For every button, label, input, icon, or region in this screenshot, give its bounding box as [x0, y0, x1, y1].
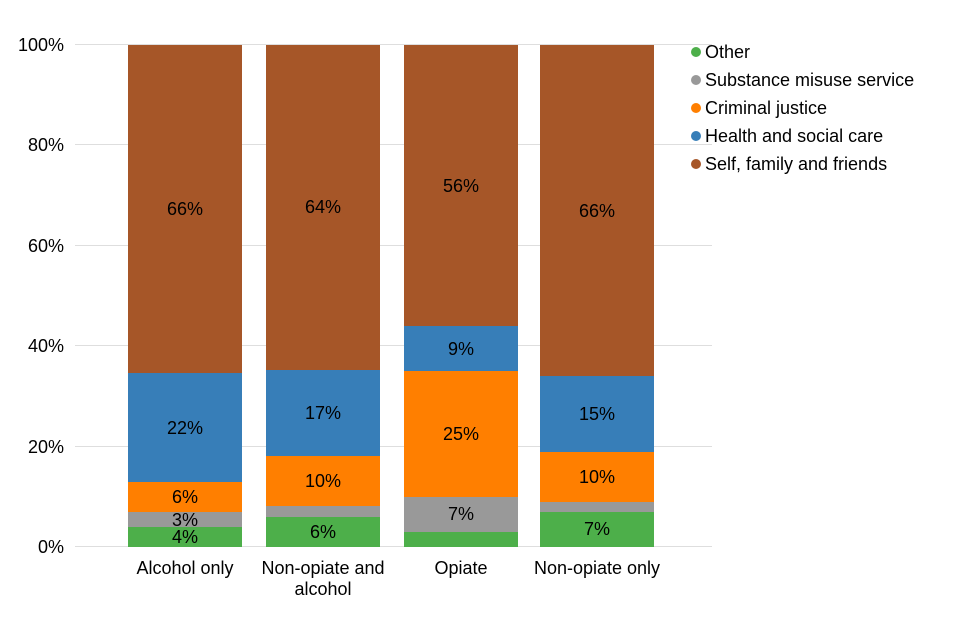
data-label: 7% — [583, 519, 610, 540]
x-axis-label: Alcohol only — [136, 558, 234, 578]
data-label: 6% — [309, 521, 336, 542]
bar-segment: 9% — [404, 326, 518, 372]
bar-segment: 7% — [404, 496, 518, 532]
data-label: 7% — [447, 504, 474, 525]
legend-dot-icon — [691, 103, 701, 113]
y-tick-label: 20% — [27, 436, 64, 457]
bar-segment: 7% — [540, 511, 654, 547]
legend: Other Substance misuse service Criminal ju… — [691, 38, 914, 178]
data-label: 9% — [447, 338, 474, 359]
data-label: 17% — [304, 402, 342, 423]
data-label: 4% — [171, 527, 198, 548]
y-tick-label: 100% — [17, 35, 64, 55]
gridline-20 — [75, 445, 712, 447]
legend-label: Criminal justice — [705, 98, 828, 118]
bar-segment: 56% — [404, 45, 518, 327]
data-label: 10% — [304, 471, 342, 492]
x-axis-label: Non-opiate and alcohol — [261, 558, 385, 599]
data-label: 25% — [442, 424, 480, 445]
y-tick-label: 40% — [27, 336, 64, 357]
gridline-80 — [75, 144, 712, 146]
bar-segment — [404, 531, 518, 547]
x-axis-label: Opiate — [434, 558, 488, 578]
y-axis: 0% 20% 40% 60% 80% 100% — [0, 36, 64, 556]
y-tick-label: 60% — [27, 235, 64, 256]
bar: 7% 10% 15% 66% — [540, 45, 654, 547]
data-label: 66% — [578, 200, 616, 221]
data-label: 15% — [578, 404, 616, 424]
legend-label: Self, family and friends — [705, 154, 888, 174]
bar-segment: 10% — [266, 455, 380, 507]
legend-dot-icon — [691, 131, 701, 141]
gridline-0 — [75, 546, 712, 547]
data-label: 22% — [166, 417, 204, 438]
gridline-100 — [75, 44, 712, 45]
bar: 6% 10% 17% 64% — [266, 45, 380, 547]
bar-segment — [540, 501, 654, 512]
bar-segment: 66% — [128, 45, 242, 374]
y-tick-label: 0% — [37, 537, 64, 557]
bar-segment: 15% — [540, 376, 654, 452]
legend-item: Criminal justice — [691, 94, 914, 122]
data-label: 56% — [442, 175, 480, 196]
gridline-60 — [75, 244, 712, 246]
legend-dot-icon — [691, 75, 701, 85]
bar-segment: 64% — [266, 45, 380, 370]
bar-segment: 25% — [404, 371, 518, 497]
legend-item: Health and social care — [691, 122, 914, 150]
legend-item: Substance misuse service — [691, 66, 914, 94]
bar: 4% 3% 6% 22% 66% — [128, 45, 242, 547]
data-label: 6% — [171, 487, 198, 508]
legend-item: Other — [691, 38, 914, 66]
bar-segment: 3% — [128, 509, 242, 530]
bar-segment — [266, 506, 380, 517]
data-label: 3% — [171, 509, 198, 530]
x-axis-label: Non-opiate only — [533, 558, 661, 578]
y-tick-label: 80% — [27, 135, 64, 156]
bar-segment: 6% — [266, 516, 380, 547]
legend-dot-icon — [691, 159, 701, 169]
legend-label: Other — [705, 42, 751, 62]
bar-segment: 17% — [266, 369, 380, 456]
legend-dot-icon — [691, 47, 701, 57]
legend-item: Self, family and friends — [691, 150, 914, 178]
bar: 7% 25% 9% 56% — [404, 45, 518, 547]
bar-segment: 4% — [128, 527, 242, 547]
bar-segment: 10% — [540, 451, 654, 502]
bar-segment: 6% — [128, 482, 242, 513]
data-label: 66% — [166, 199, 204, 220]
data-label: 10% — [578, 466, 616, 487]
gridline-40 — [75, 345, 712, 347]
bar-segment: 66% — [540, 45, 654, 377]
legend-label: Health and social care — [705, 126, 884, 146]
plot-area: 4% 3% 6% 22% 66% 6% 10% 17% 64% 7% 25% 9% 56% 7% 10% 15… — [75, 44, 712, 547]
legend-label: Substance misuse service — [705, 70, 915, 90]
data-label: 64% — [304, 197, 342, 218]
bar-segment: 22% — [128, 373, 242, 483]
